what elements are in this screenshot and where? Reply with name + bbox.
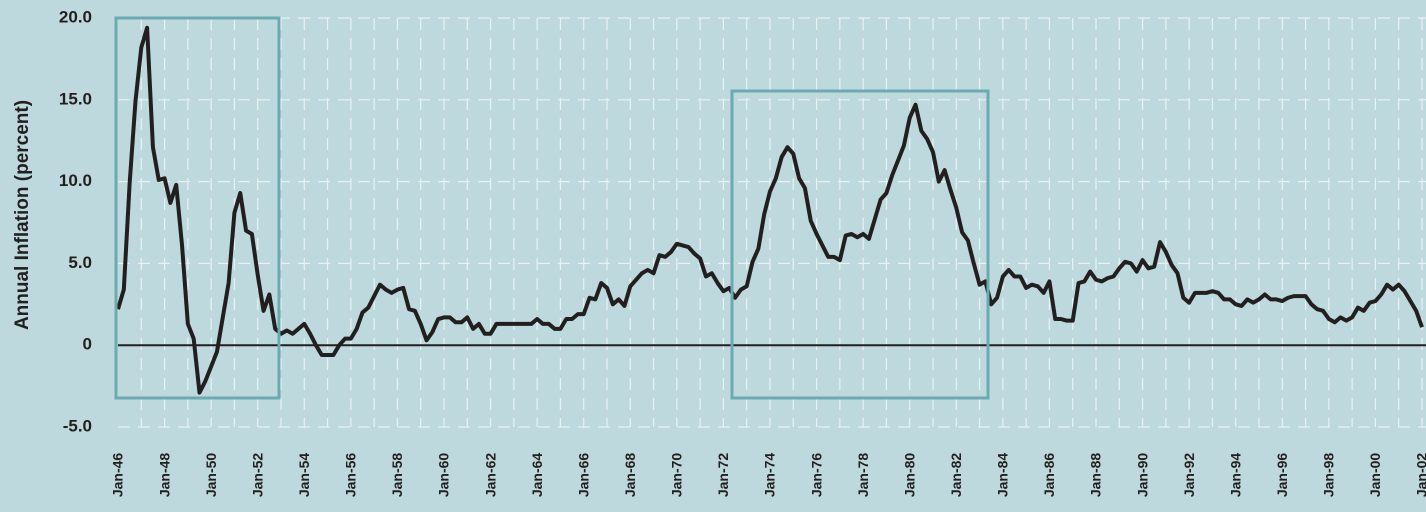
x-tick-label: Jan-54 [296, 453, 312, 498]
x-tick-label: Jan-46 [110, 453, 126, 498]
x-tick-label: Jan-58 [389, 453, 405, 498]
y-tick-label: 20.0 [59, 7, 92, 26]
x-tick-label: Jan-68 [622, 453, 638, 498]
x-tick-label: Jan-00 [1367, 453, 1383, 498]
highlight-box [114, 16, 281, 400]
x-tick-label: Jan-96 [1274, 453, 1290, 498]
x-tick-label: Jan-60 [436, 453, 452, 498]
x-tick-label: Jan-74 [762, 453, 778, 498]
x-tick-label: Jan-82 [948, 453, 964, 498]
x-tick-label: Jan-92 [1181, 453, 1197, 498]
x-tick-label: Jan-52 [249, 453, 265, 498]
x-tick-label: Jan-98 [1321, 453, 1337, 498]
y-axis-title: Annual Inflation (percent) [12, 100, 33, 330]
y-tick-label: 10.0 [59, 171, 92, 190]
x-tick-label: Jan-64 [529, 453, 545, 498]
x-tick-label: Jan-02 [1414, 453, 1426, 498]
x-tick-label: Jan-86 [1041, 453, 1057, 498]
x-tick-label: Jan-56 [343, 453, 359, 498]
x-tick-label: Jan-76 [808, 453, 824, 498]
highlight-box [730, 89, 990, 400]
x-tick-label: Jan-72 [715, 453, 731, 498]
x-tick-label: Jan-62 [482, 453, 498, 498]
x-tick-label: Jan-94 [1227, 453, 1243, 498]
x-tick-label: Jan-50 [203, 453, 219, 498]
plot [116, 25, 1426, 395]
x-tick-label: Jan-88 [1088, 453, 1104, 498]
grid [118, 17, 1426, 428]
x-tick-label: Jan-70 [669, 453, 685, 498]
x-tick-label: Jan-48 [156, 453, 172, 498]
x-tick-label: Jan-80 [901, 453, 917, 498]
x-tick-label: Jan-84 [995, 453, 1011, 498]
y-tick-label: -5.0 [63, 416, 92, 435]
x-tick-label: Jan-78 [855, 453, 871, 498]
y-tick-label: 0 [83, 335, 92, 354]
x-tick-label: Jan-90 [1134, 453, 1150, 498]
data-line [116, 25, 1424, 395]
y-tick-label: 15.0 [59, 89, 92, 108]
x-tick-label: Jan-66 [575, 453, 591, 498]
y-tick-label: 5.0 [68, 253, 92, 272]
